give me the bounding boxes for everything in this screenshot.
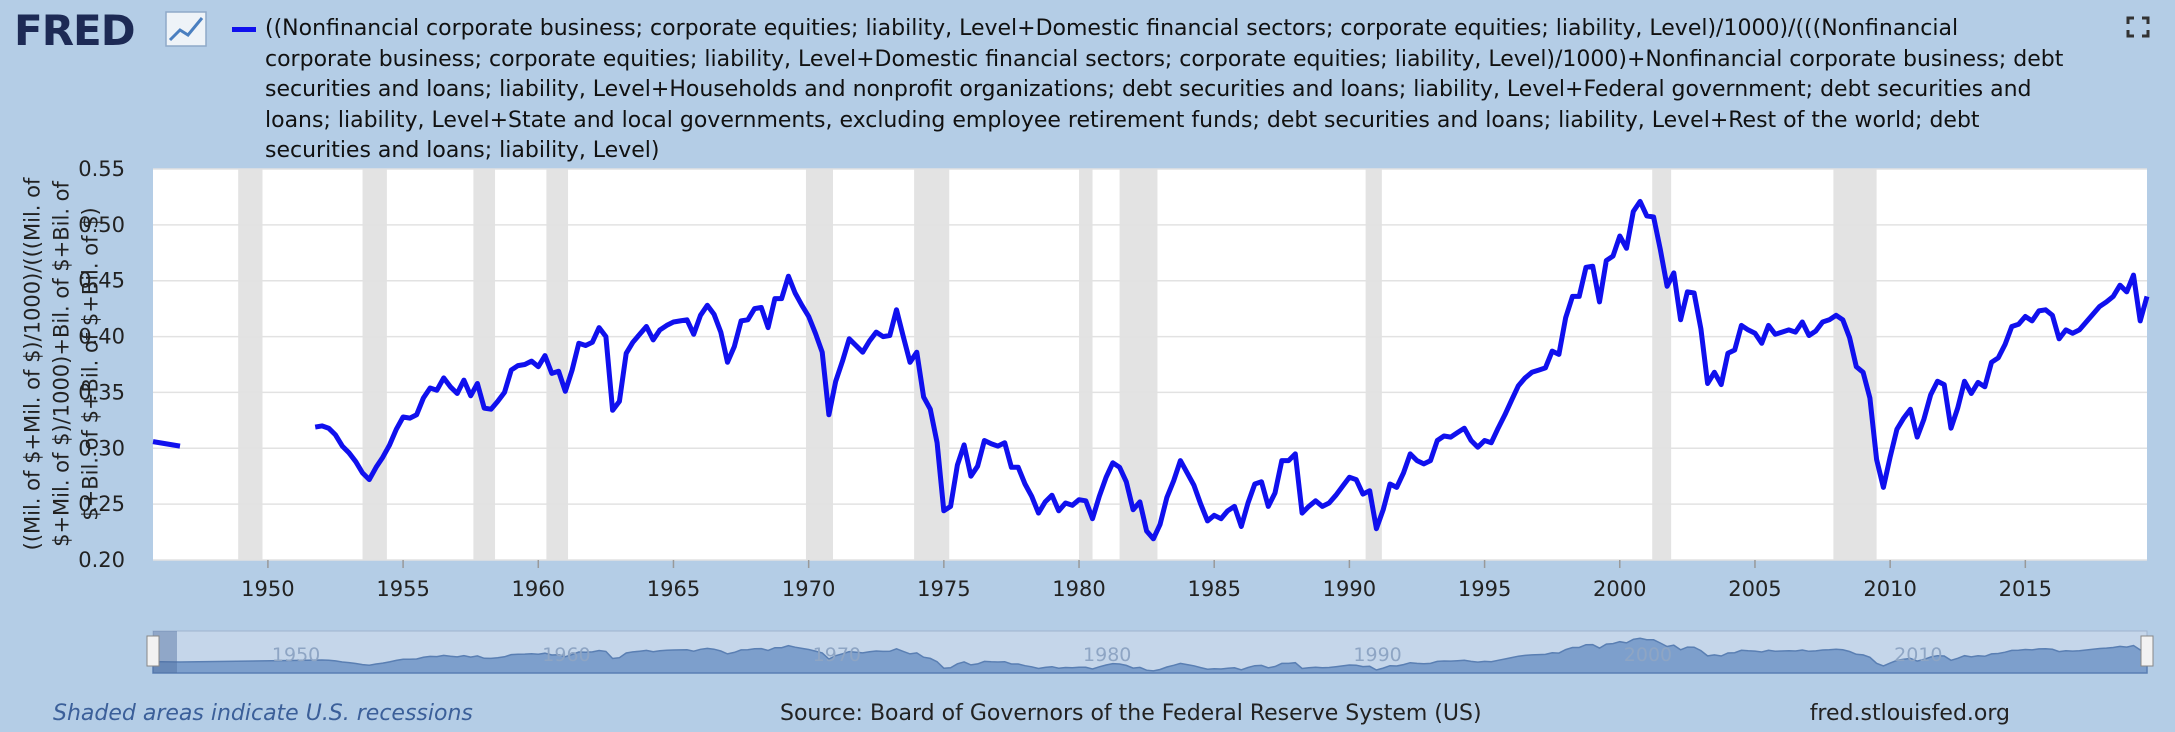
recession-band [362,169,387,560]
recession-band [546,169,569,560]
navigator-tick-label: 2000 [1624,644,1672,666]
x-tick-label: 1960 [512,577,565,601]
x-tick-label: 1980 [1052,577,1105,601]
recession-band [1079,169,1093,560]
x-tick-label: 1975 [917,577,970,601]
y-tick-label: 0.45 [78,269,125,293]
x-tick-label: 2005 [1728,577,1781,601]
legend-entry: ((Nonfinancial corporate business; corpo… [265,16,2064,163]
y-tick-label: 0.30 [78,436,125,460]
site-link[interactable]: fred.stlouisfed.org [1809,701,2010,726]
x-tick-label: 1970 [782,577,835,601]
x-tick-label: 1965 [647,577,700,601]
logo[interactable]: FRED [14,6,136,55]
x-tick-label: 2015 [1999,577,2052,601]
recession-band [1119,169,1158,560]
fullscreen-icon[interactable] [2126,16,2150,38]
recession-band [473,169,496,560]
navigator-tick-label: 2010 [1894,644,1942,666]
recession-band [1652,169,1672,560]
navigator-tick-label: 1980 [1083,644,1131,666]
x-tick-label: 1995 [1458,577,1511,601]
recession-band [805,169,833,560]
logo-icon [165,11,207,47]
x-tick-label: 1990 [1323,577,1376,601]
y-tick-label: 0.35 [78,380,125,404]
navigator-handle[interactable] [146,635,160,667]
data-line [152,198,2150,542]
y-tick-label: 0.25 [78,492,125,516]
source: Source: Board of Governors of the Federa… [780,701,1482,726]
navigator-handle[interactable] [2140,635,2154,667]
x-tick-label: 2000 [1593,577,1646,601]
y-tick-label: 0.20 [78,548,125,572]
x-tick-label: 1950 [241,577,294,601]
y-tick-label: 0.40 [78,325,125,349]
navigator-tick-label: 1970 [813,644,861,666]
navigator-tick-label: 1990 [1353,644,1401,666]
navigator-tick-label: 1960 [542,644,590,666]
x-tick-label: 1985 [1187,577,1240,601]
navigator-tick-label: 1950 [272,644,320,666]
recession-note: Shaded areas indicate U.S. recessions [53,701,473,726]
y-tick-label: 0.55 [78,157,125,181]
recession-band [1365,169,1382,560]
x-tick-label: 2010 [1863,577,1916,601]
legend-key [232,27,256,32]
y-tick-label: 0.50 [78,213,125,237]
navigator-area [152,637,2148,674]
x-tick-label: 1955 [376,577,429,601]
recession-band [238,169,263,560]
